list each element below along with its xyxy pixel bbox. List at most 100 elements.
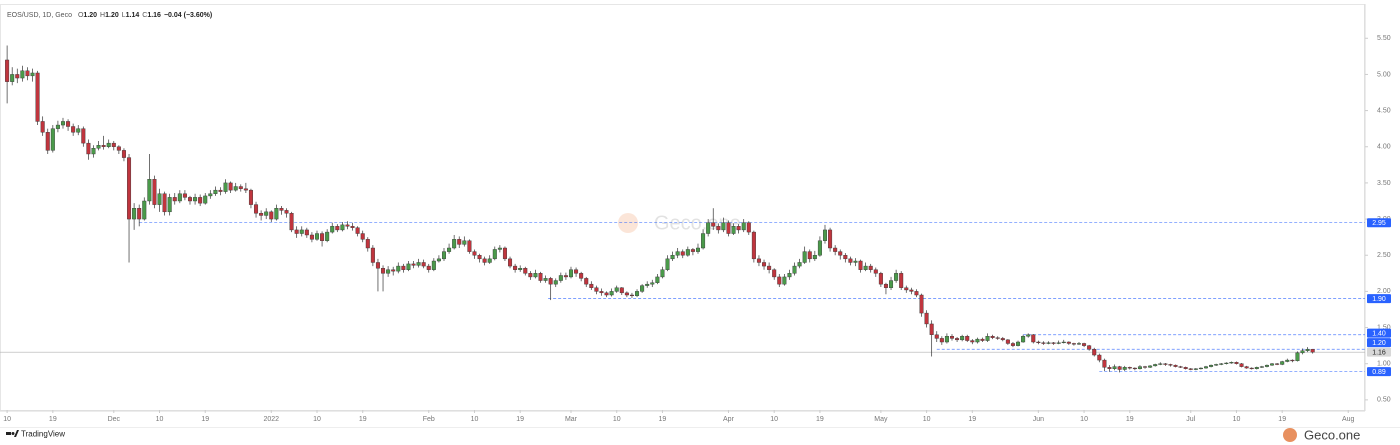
candle-body [177, 193, 182, 202]
candle-body [985, 336, 990, 341]
price-tag-label: 1.40 [1372, 330, 1386, 337]
price-tag-label: 1.90 [1372, 296, 1386, 303]
candle-body [396, 265, 401, 272]
candle-body [30, 72, 35, 77]
candle-body [1082, 343, 1087, 346]
y-tick-label: 3.50 [1377, 180, 1391, 187]
candle-body [853, 260, 858, 263]
candle-body [828, 229, 833, 249]
candle-body [899, 273, 904, 288]
x-tick-label: 19 [49, 416, 57, 423]
candle-body [1224, 362, 1229, 364]
candle-body [574, 269, 579, 274]
candle-body [695, 247, 700, 252]
candle-body [1249, 367, 1254, 370]
y-tick-label: 1.50 [1377, 324, 1391, 331]
candle-body [1219, 363, 1224, 365]
candle-body [274, 208, 279, 220]
price-tag [1367, 218, 1391, 228]
candle-body [741, 222, 746, 231]
candle-body [132, 208, 137, 220]
candle-body [1158, 363, 1163, 365]
candle-body [508, 258, 513, 267]
candle-body [360, 233, 365, 240]
candle-body [955, 338, 960, 341]
candle-body [116, 146, 121, 151]
candle-body [25, 70, 30, 77]
candle-body [822, 229, 827, 241]
candle-body [782, 276, 787, 285]
candle-body [96, 145, 101, 149]
candle-body [909, 289, 914, 292]
candle-body [55, 124, 60, 129]
candle-body [838, 251, 843, 256]
candle-body [1061, 341, 1066, 344]
candle-body [1097, 354, 1102, 361]
candle-body [330, 226, 335, 233]
candle-body [40, 121, 45, 133]
candle-body [370, 247, 375, 263]
x-tick-label: 19 [816, 416, 824, 423]
candle-body [1117, 366, 1122, 370]
candle-body [1056, 342, 1061, 344]
x-tick-label: 10 [770, 416, 778, 423]
candle-body [787, 273, 792, 278]
candle-body [457, 239, 462, 245]
candle-body [233, 186, 238, 191]
candle-body [1193, 368, 1198, 370]
candle-body [1066, 341, 1071, 344]
candle-body [665, 258, 670, 270]
candle-body [970, 340, 975, 343]
candle-body [421, 262, 426, 267]
candle-body [162, 193, 167, 213]
candle-body [365, 239, 370, 249]
candle-body [650, 282, 655, 285]
candle-body [914, 291, 919, 296]
candle-body [711, 222, 716, 227]
price-tag [1367, 338, 1391, 348]
x-tick-label: 19 [659, 416, 667, 423]
legend-letter: H [100, 12, 105, 19]
candle-body [386, 269, 391, 274]
x-tick-label: May [874, 416, 888, 423]
candle-body [1295, 352, 1300, 362]
candle-body [579, 273, 584, 279]
candle-body [1132, 367, 1137, 370]
candle-body [756, 258, 761, 263]
x-tick-label: 10 [313, 416, 321, 423]
candle-body [883, 283, 888, 288]
candle-body [497, 247, 502, 250]
y-tick-label: 1.00 [1377, 361, 1391, 368]
candle-body [533, 273, 538, 278]
candle-body [873, 269, 878, 274]
candle-body [614, 287, 619, 292]
candle-body [152, 179, 157, 205]
candle-body [86, 142, 91, 155]
candle-body [1076, 343, 1081, 345]
candle-body [441, 251, 446, 260]
candle-body [772, 269, 777, 278]
y-tick-label: 0.50 [1377, 397, 1391, 404]
candle-body [934, 334, 939, 339]
candle-body [731, 226, 736, 234]
candle-body [10, 74, 15, 82]
candle-body [320, 233, 325, 241]
y-tick-label: 4.50 [1377, 107, 1391, 114]
candle-body [960, 336, 965, 341]
x-tick-label: 10 [471, 416, 479, 423]
candle-body [269, 211, 274, 220]
candle-body [1209, 364, 1214, 367]
candle-body [304, 229, 309, 236]
candle-body [1148, 365, 1153, 368]
candle-body [1305, 349, 1310, 351]
candle-body [477, 255, 482, 260]
candle-body [1173, 364, 1178, 367]
candle-body [243, 188, 248, 191]
candle-body [81, 128, 86, 144]
legend-letter: L [122, 12, 126, 19]
candle-body [563, 275, 568, 278]
candle-body [721, 222, 726, 231]
candle-body [193, 197, 198, 202]
candle-body [426, 265, 431, 270]
